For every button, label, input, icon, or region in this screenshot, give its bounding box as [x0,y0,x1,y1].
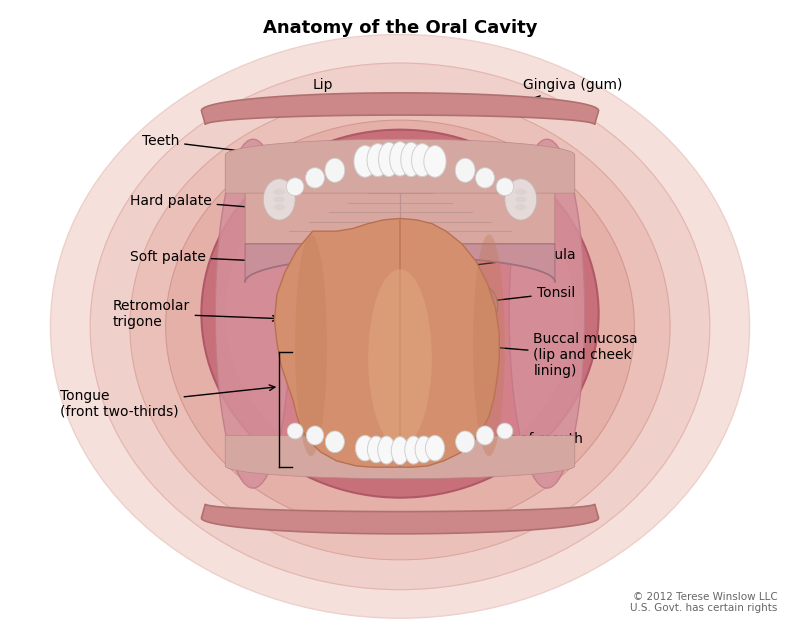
Ellipse shape [475,168,494,188]
Ellipse shape [90,63,710,589]
Polygon shape [202,504,598,534]
Text: Tongue
(front two-thirds): Tongue (front two-thirds) [60,385,275,419]
Ellipse shape [391,436,409,465]
Text: Teeth: Teeth [142,134,281,158]
Ellipse shape [411,143,433,177]
Polygon shape [226,139,574,193]
Ellipse shape [496,178,514,196]
Ellipse shape [274,189,285,195]
Text: Buccal mucosa
(lip and cheek
lining): Buccal mucosa (lip and cheek lining) [490,332,638,378]
Ellipse shape [378,436,395,464]
Text: © 2012 Terese Winslow LLC
U.S. Govt. has certain rights: © 2012 Terese Winslow LLC U.S. Govt. has… [630,591,778,613]
Ellipse shape [306,426,324,445]
Ellipse shape [405,436,422,464]
Polygon shape [245,145,555,244]
Ellipse shape [368,269,432,447]
Ellipse shape [464,285,498,326]
Ellipse shape [226,148,574,479]
Text: Anatomy of the Oral Cavity: Anatomy of the Oral Cavity [262,19,538,36]
Text: Soft palate: Soft palate [130,250,296,265]
Ellipse shape [510,139,585,488]
Polygon shape [202,93,598,125]
Ellipse shape [473,234,505,456]
Ellipse shape [274,196,285,203]
Ellipse shape [302,285,336,326]
Ellipse shape [515,196,526,203]
Text: Lip: Lip [313,78,346,113]
Ellipse shape [497,423,513,439]
Polygon shape [274,218,499,467]
Ellipse shape [355,435,374,461]
Text: Retromolar
trigone: Retromolar trigone [113,298,278,329]
Ellipse shape [130,93,670,560]
Ellipse shape [378,142,399,177]
Ellipse shape [202,130,598,498]
Text: Hard palate: Hard palate [130,194,293,213]
Ellipse shape [50,35,750,618]
Ellipse shape [354,145,376,177]
Ellipse shape [367,143,389,177]
Ellipse shape [274,204,285,211]
Ellipse shape [390,141,410,176]
Ellipse shape [476,426,494,445]
Ellipse shape [505,179,537,220]
Ellipse shape [426,435,445,461]
Ellipse shape [515,204,526,211]
Text: Gingiva (gum): Gingiva (gum) [483,78,622,115]
Ellipse shape [306,168,325,188]
Ellipse shape [424,145,446,177]
Text: Uvula: Uvula [436,248,576,272]
Ellipse shape [388,281,412,311]
Ellipse shape [263,179,295,220]
Ellipse shape [295,234,327,456]
Text: Tonsil: Tonsil [484,286,575,304]
Polygon shape [245,244,555,282]
Ellipse shape [401,142,422,177]
Ellipse shape [330,429,470,452]
Ellipse shape [166,120,634,532]
Ellipse shape [286,178,304,196]
Ellipse shape [215,139,290,488]
Polygon shape [226,435,574,479]
Ellipse shape [346,279,454,349]
Ellipse shape [515,189,526,195]
Ellipse shape [455,158,475,182]
Ellipse shape [287,423,303,439]
Ellipse shape [456,431,474,452]
Ellipse shape [367,436,385,463]
Ellipse shape [325,158,345,182]
Ellipse shape [415,436,433,463]
Text: Floor of mouth: Floor of mouth [424,425,583,446]
Ellipse shape [326,431,344,452]
